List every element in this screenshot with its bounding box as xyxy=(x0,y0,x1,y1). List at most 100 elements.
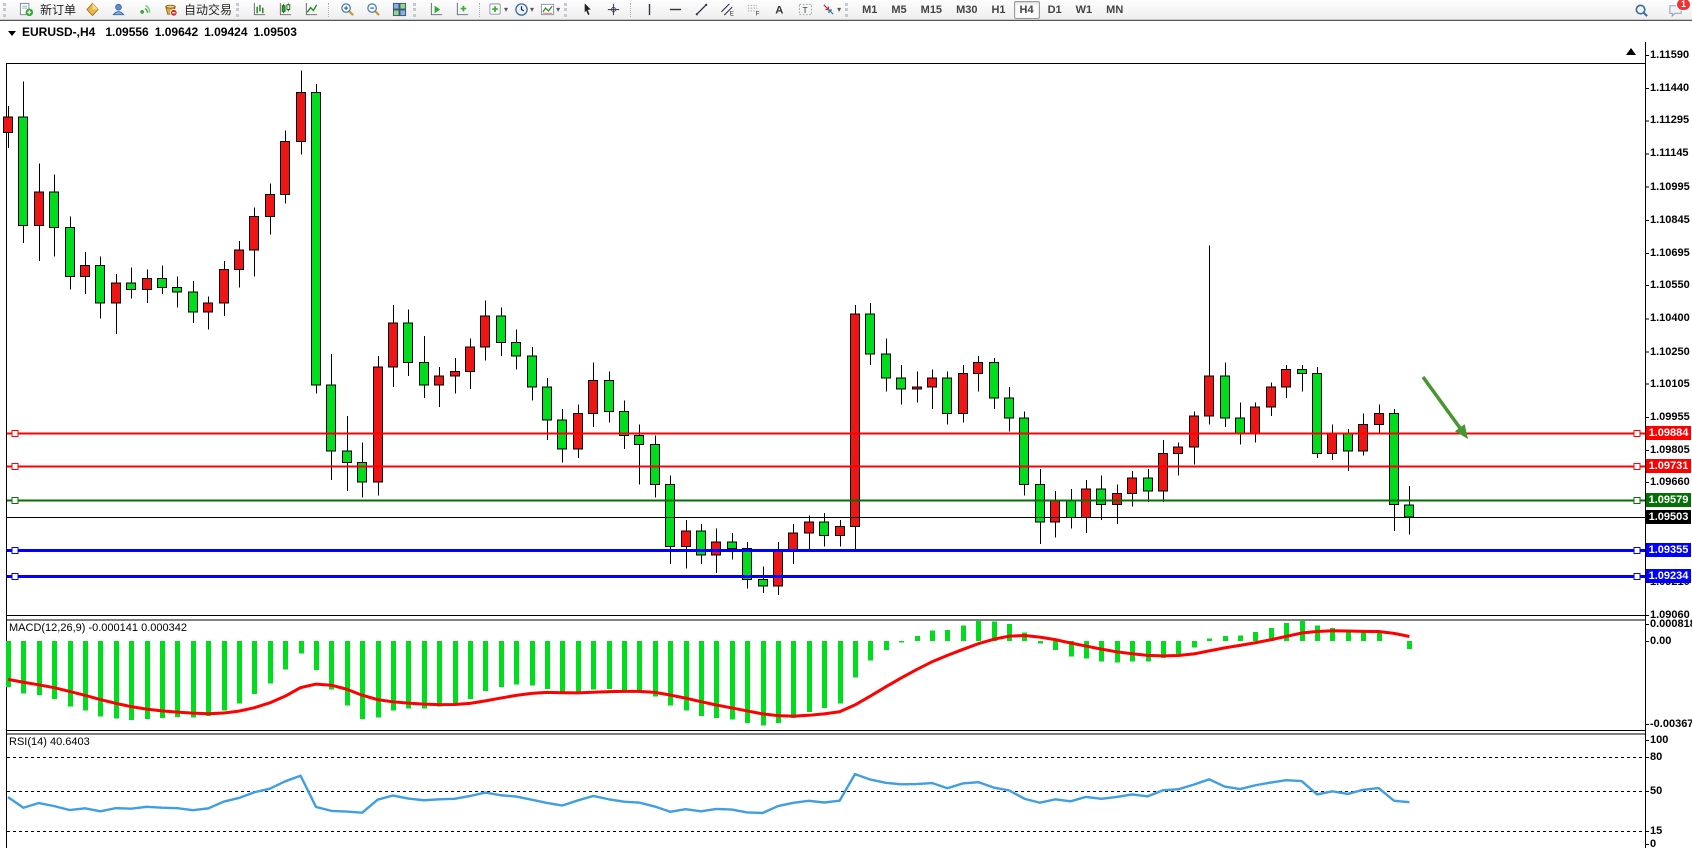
timeframe-button-m1[interactable]: M1 xyxy=(862,3,878,16)
line-handle[interactable] xyxy=(11,496,19,505)
timeframe-button-h1[interactable]: H1 xyxy=(991,3,1006,16)
bull-candle xyxy=(80,264,90,277)
arrow-annotation[interactable] xyxy=(1421,375,1468,439)
bear-candle xyxy=(311,92,321,386)
bull-candle xyxy=(1189,415,1199,448)
market-button[interactable] xyxy=(79,0,105,20)
bear-candle xyxy=(1143,477,1153,492)
bear-candle xyxy=(557,419,567,450)
bear-candle xyxy=(650,444,660,485)
bull-candle xyxy=(450,371,460,377)
autotrading-button[interactable] xyxy=(157,0,183,20)
chart-title: EURUSD-,H4 1.09556 1.09642 1.09424 1.09503 xyxy=(0,22,1645,42)
tile-windows-button[interactable] xyxy=(386,0,412,20)
bull-candle xyxy=(280,140,290,195)
text-label-button[interactable]: T xyxy=(792,0,818,20)
new-order-label: 新订单 xyxy=(40,3,77,17)
horizontal-line-button[interactable] xyxy=(662,0,688,20)
bull-candle xyxy=(711,541,721,556)
line-handle[interactable] xyxy=(1633,546,1641,555)
bull-candle xyxy=(434,375,444,386)
line-handle[interactable] xyxy=(11,546,19,555)
timeframe-button-m5[interactable]: M5 xyxy=(891,3,907,16)
periods-dropdown-button[interactable]: ▾ xyxy=(511,0,537,20)
trendline-icon xyxy=(694,2,709,17)
rsi-panel xyxy=(7,756,1645,832)
bear-candle xyxy=(619,410,629,437)
crosshair-button[interactable] xyxy=(600,0,626,20)
vertical-line-button[interactable] xyxy=(636,0,662,20)
symbol-dropdown-icon[interactable] xyxy=(8,31,16,36)
line-handle[interactable] xyxy=(1633,572,1641,581)
price-axis-label: 1.11440 xyxy=(1650,82,1690,95)
templates-dropdown-button[interactable]: ▾ xyxy=(537,0,563,20)
search-button[interactable] xyxy=(1628,0,1654,20)
ohlc-low: 1.09424 xyxy=(204,25,248,39)
zoom-out-button[interactable] xyxy=(360,0,386,20)
chart-canvas[interactable] xyxy=(0,21,1692,848)
timeframe-button-w1[interactable]: W1 xyxy=(1075,3,1093,16)
timeframe-button-h4[interactable]: H4 xyxy=(1013,0,1040,19)
tile-windows-icon xyxy=(392,2,407,17)
indicators-dropdown-icon xyxy=(488,2,503,17)
bull-candle xyxy=(1266,386,1276,408)
bear-candle xyxy=(1297,368,1307,375)
add-indicator-window-button[interactable] xyxy=(449,0,475,20)
bull-candle xyxy=(973,362,983,375)
macd-panel-splitter[interactable] xyxy=(0,615,1692,619)
timeframe-button-m15[interactable]: M15 xyxy=(920,3,943,16)
timeframe-button-d1[interactable]: D1 xyxy=(1047,3,1062,16)
macd-histogram xyxy=(6,621,1412,726)
line-handle[interactable] xyxy=(1633,496,1641,505)
line-chart-button[interactable] xyxy=(298,0,324,20)
bull-candle xyxy=(142,278,152,291)
bull-candle xyxy=(573,413,583,450)
community-button[interactable] xyxy=(105,0,131,20)
bull-candle xyxy=(3,116,13,133)
zoom-out-icon xyxy=(366,2,381,17)
fibonacci-button[interactable]: F xyxy=(740,0,766,20)
trendline-button[interactable] xyxy=(688,0,714,20)
cursor-button[interactable] xyxy=(574,0,600,20)
bull-candle xyxy=(34,191,44,226)
bars-chart-button[interactable] xyxy=(246,0,272,20)
line-handle[interactable] xyxy=(11,429,19,438)
bull-candle xyxy=(1281,368,1291,388)
new-chart-button[interactable] xyxy=(423,0,449,20)
bear-candle xyxy=(188,291,198,313)
line-handle[interactable] xyxy=(11,462,19,471)
line-handle[interactable] xyxy=(1633,462,1641,471)
bull-candle xyxy=(588,379,598,415)
rsi-panel-splitter[interactable] xyxy=(0,730,1692,734)
bear-candle xyxy=(496,315,506,344)
bull-candle xyxy=(480,315,490,348)
indicators-dropdown-button[interactable]: ▾ xyxy=(485,0,511,20)
symbol-period: EURUSD-,H4 xyxy=(22,25,96,39)
arrows-dropdown-button[interactable]: ▾ xyxy=(818,0,844,20)
text-button[interactable]: A xyxy=(766,0,792,20)
new-chart-icon xyxy=(429,2,444,17)
equidistant-channel-button[interactable]: E xyxy=(714,0,740,20)
toolbar-grip xyxy=(236,2,243,17)
bull-candle xyxy=(1204,375,1214,417)
signals-button[interactable] xyxy=(131,0,157,20)
dropdown-caret-icon: ▾ xyxy=(837,5,842,14)
chart-shift-marker[interactable] xyxy=(1626,48,1636,55)
line-handle[interactable] xyxy=(11,572,19,581)
timeframe-button-m30[interactable]: M30 xyxy=(956,3,978,16)
candlestick-chart-button[interactable] xyxy=(272,0,298,20)
bear-candle xyxy=(604,379,614,412)
bear-candle xyxy=(1004,397,1014,419)
zoom-in-button[interactable] xyxy=(334,0,360,20)
bear-candle xyxy=(896,377,906,390)
notifications-button[interactable]: 1 xyxy=(1662,0,1691,20)
bull-candle xyxy=(1127,477,1137,494)
macd-axis-label: -0.003677 xyxy=(1650,718,1692,730)
bull-candle xyxy=(1250,406,1260,434)
line-handle[interactable] xyxy=(1633,429,1641,438)
chart-window[interactable]: EURUSD-,H4 1.09556 1.09642 1.09424 1.09503 M… xyxy=(0,20,1692,848)
bear-candle xyxy=(126,282,136,291)
timeframe-button-mn[interactable]: MN xyxy=(1106,3,1124,16)
new-order-button[interactable] xyxy=(13,0,39,20)
bear-candle xyxy=(419,362,429,386)
